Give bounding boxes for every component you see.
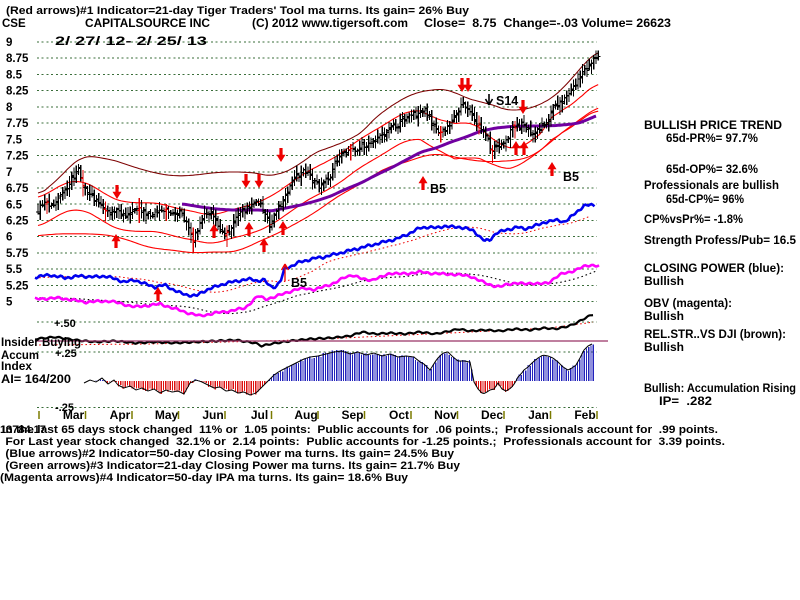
svg-text:Sep: Sep [341,408,363,422]
svg-text:65d-PR%= 97.7%: 65d-PR%= 97.7% [666,131,758,145]
svg-text:CAPITALSOURCE INC: CAPITALSOURCE INC [85,18,210,30]
svg-text:CSE: CSE [2,18,26,30]
svg-text:5.5: 5.5 [6,264,23,276]
svg-text:Feb: Feb [574,408,595,422]
svg-text:Dec: Dec [481,408,503,422]
svg-text:8.75: 8.75 [6,53,29,65]
svg-text:Mar: Mar [63,408,85,422]
svg-text:(Red arrows)#1 Indicator=21-da: (Red arrows)#1 Indicator=21-day Tiger Tr… [6,5,470,17]
svg-text:AI= 164/200: AI= 164/200 [1,372,71,386]
svg-text:6.75: 6.75 [6,183,29,195]
svg-text:7.25: 7.25 [6,151,29,163]
svg-text:S14: S14 [496,94,518,108]
svg-text:Jul: Jul [251,408,268,422]
svg-text:5.75: 5.75 [6,248,29,260]
svg-text:+.25: +.25 [55,348,77,360]
svg-text:Nov: Nov [434,408,457,422]
svg-text:B5: B5 [563,170,579,184]
svg-text:Jan: Jan [528,408,549,422]
svg-text:Index: Index [1,359,32,373]
svg-text:B5: B5 [291,276,307,290]
svg-text:6: 6 [6,232,12,244]
svg-text:Bullish: Bullish [644,309,684,323]
svg-text:5.25: 5.25 [6,280,29,292]
svg-text:(Blue arrows)#2 Indicator=50-d: (Blue arrows)#2 Indicator=50-day Closing… [2,448,455,460]
svg-text:5: 5 [6,297,13,309]
svg-text:65d-CP%= 96%: 65d-CP%= 96% [666,192,744,206]
svg-text:2/ 27/ 12- 2/ 25/ 13: 2/ 27/ 12- 2/ 25/ 13 [55,34,207,48]
svg-text:BULLISH PRICE TREND: BULLISH PRICE TREND [644,118,782,132]
svg-text:7.5: 7.5 [6,134,23,146]
svg-text:Oct: Oct [389,408,409,422]
svg-text:CLOSING POWER (blue):: CLOSING POWER (blue): [644,261,784,275]
svg-text:8: 8 [6,102,13,114]
svg-text:9: 9 [6,37,12,49]
svg-text:B5: B5 [430,182,446,196]
svg-text:In the last 65 days stock chan: In the last 65 days stock changed 11% or… [2,424,718,436]
svg-text:Insider Buying: Insider Buying [1,335,81,349]
svg-text:8.5: 8.5 [6,69,23,81]
svg-text:13784.17: 13784.17 [0,424,46,436]
svg-text:(Magenta arrows)#4 Indicator=5: (Magenta arrows)#4 Indicator=50-day IPA … [0,472,409,484]
svg-text:+.50: +.50 [54,318,76,330]
svg-text:Accum: Accum [1,348,39,362]
svg-text:8.25: 8.25 [6,86,29,98]
svg-text:Bullish: Bullish [644,274,684,288]
svg-text:CP%vsPr%= -1.8%: CP%vsPr%= -1.8% [644,212,743,226]
svg-text:Strength Profess/Pub= 16.5: Strength Profess/Pub= 16.5 [644,233,796,247]
svg-text:-.25: -.25 [55,402,74,414]
svg-text:65d-OP%= 32.6%: 65d-OP%= 32.6% [666,162,758,176]
svg-text:Professionals are bullish: Professionals are bullish [644,178,779,192]
svg-text:7.75: 7.75 [6,118,29,130]
svg-text:Apr: Apr [110,408,131,422]
svg-text:REL.STR..VS DJI (brown):: REL.STR..VS DJI (brown): [644,327,786,341]
svg-text:(C) 2012 www.tigersoft.com: (C) 2012 www.tigersoft.com [252,18,408,30]
svg-text:6.25: 6.25 [6,215,29,227]
svg-text:Bullish: Accumulation Rising: Bullish: Accumulation Rising [644,381,796,395]
svg-text:May: May [155,408,179,422]
svg-text:IP= .282: IP= .282 [659,394,712,408]
svg-text:6.5: 6.5 [6,199,23,211]
svg-text:For Last year stock changed 3: For Last year stock changed 32.1% or 2.1… [2,436,725,448]
svg-text:7: 7 [6,167,12,179]
svg-text:OBV (magenta):: OBV (magenta): [644,296,732,310]
svg-text:(Green arrows)#3 Indicator=21-: (Green arrows)#3 Indicator=21-day Closin… [2,460,461,472]
svg-text:Close= 8.75 Change=-.03 Volu: Close= 8.75 Change=-.03 Volume= 26623 [424,18,671,30]
svg-text:Jun: Jun [202,408,223,422]
svg-text:Aug: Aug [294,408,317,422]
svg-text:Bullish: Bullish [644,340,684,354]
